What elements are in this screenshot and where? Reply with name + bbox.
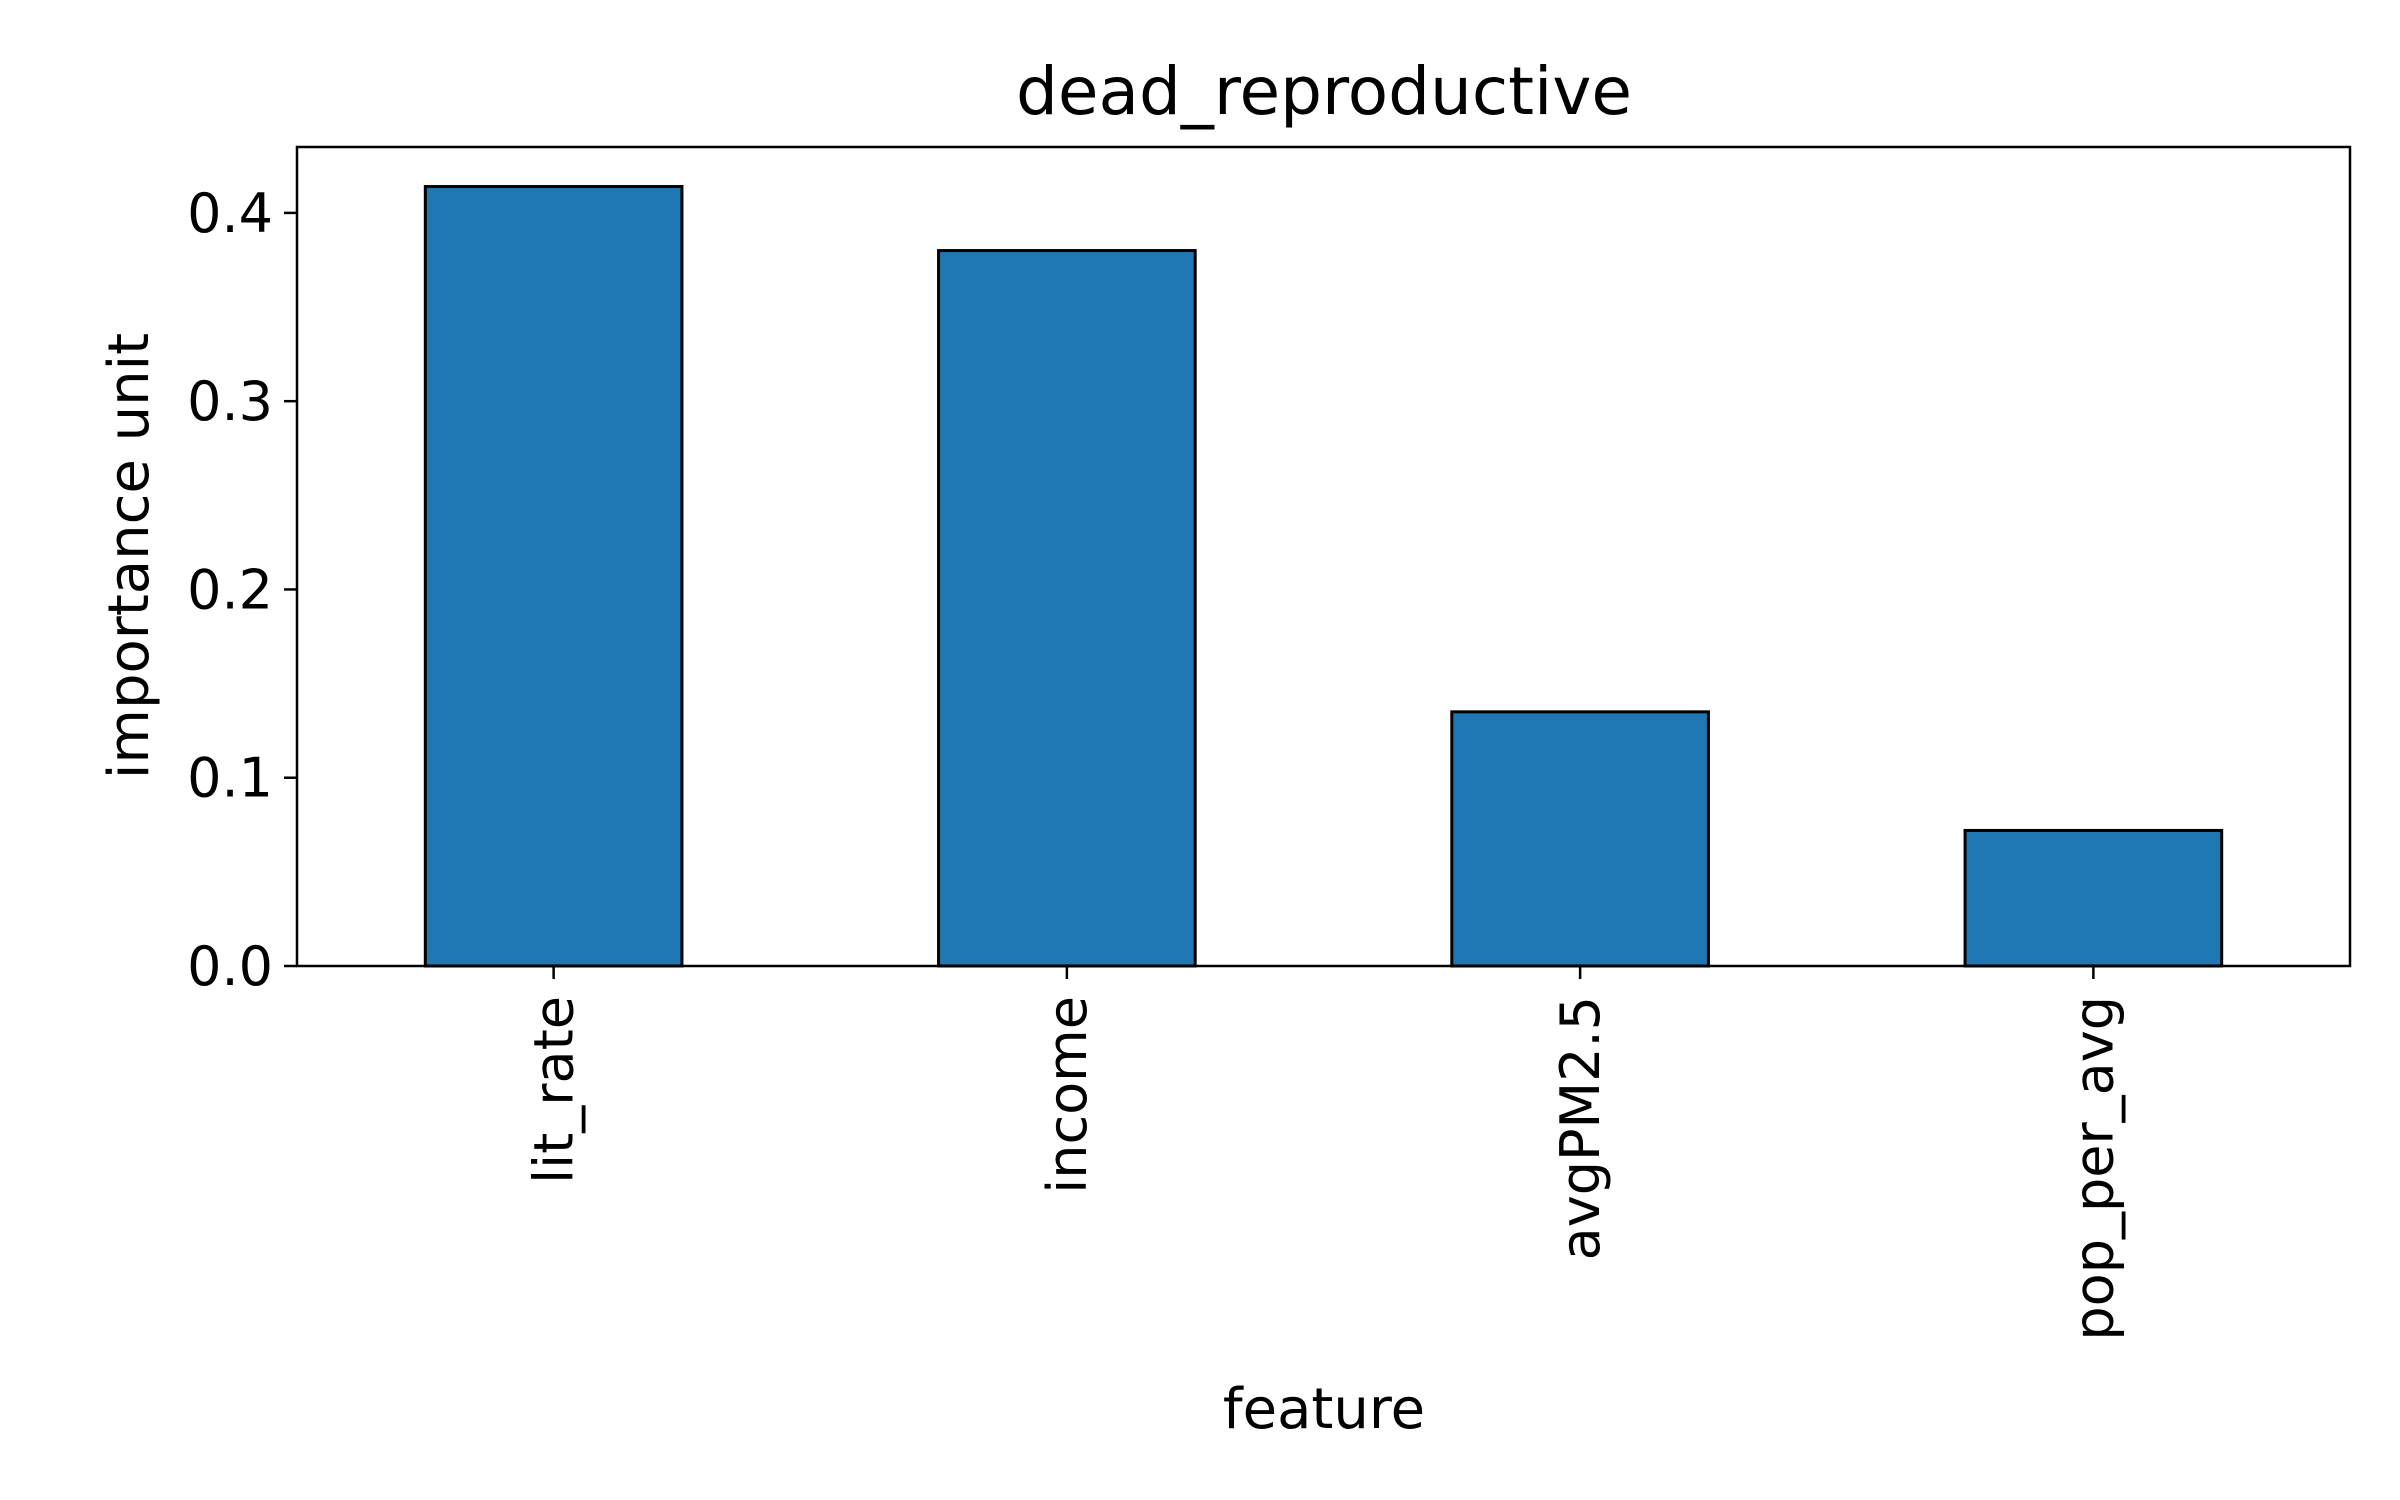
- bar-income: [937, 249, 1197, 968]
- y-tick-label: 0.4: [187, 182, 273, 245]
- bar-pop-per-avg: [1963, 828, 2224, 968]
- bar-lit-rate: [423, 185, 684, 968]
- y-tick-label: 0.0: [187, 935, 273, 998]
- y-axis-label: importance unit: [97, 333, 162, 779]
- y-tick-label: 0.3: [187, 370, 273, 433]
- x-tick-label: pop_per_avg: [2062, 996, 2125, 1341]
- x-tick-label: income: [1036, 996, 1099, 1194]
- bar-avgpm2-5: [1450, 710, 1710, 968]
- x-axis-label: feature: [1223, 1377, 1425, 1442]
- y-tick-label: 0.1: [187, 747, 273, 810]
- y-tick-label: 0.2: [187, 558, 273, 621]
- chart-title: dead_reproductive: [1016, 53, 1632, 130]
- x-tick-label: lit_rate: [523, 996, 586, 1184]
- plot-area: 0.0 0.1 0.2 0.3 0.4 lit_rate income avgPM2.5 pop…: [187, 145, 2352, 1341]
- x-tick-label: avgPM2.5: [1549, 996, 1612, 1260]
- plot-frame: [295, 145, 2352, 968]
